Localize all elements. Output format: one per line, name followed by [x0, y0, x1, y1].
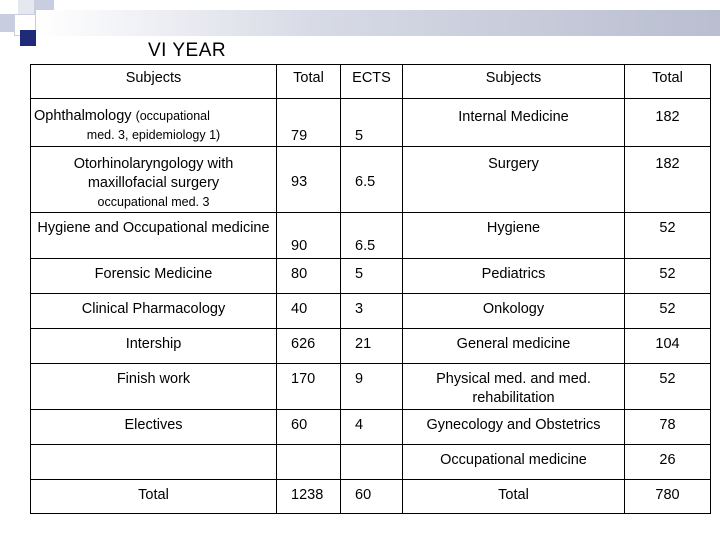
header-subjects-right: Subjects — [402, 64, 625, 99]
subject-cell — [30, 444, 277, 480]
ects-cell: 21 — [340, 328, 403, 364]
total-cell: 60 — [276, 409, 341, 445]
right-subject-cell: Pediatrics — [402, 258, 625, 294]
total-cell: 40 — [276, 293, 341, 329]
right-subject-cell: Occupational medicine — [402, 444, 625, 480]
subject-cell: Electives — [30, 409, 277, 445]
right-total-cell: 52 — [624, 363, 711, 410]
page-title: VI YEAR — [148, 40, 227, 61]
total-cell: 626 — [276, 328, 341, 364]
ects-cell: 5 — [340, 98, 403, 147]
header-total-left: Total — [276, 64, 341, 99]
ects-cell: 9 — [340, 363, 403, 410]
table-row: Intership 626 21 General medicine 104 — [30, 328, 711, 364]
right-total-cell: 78 — [624, 409, 711, 445]
right-total-cell: 26 — [624, 444, 711, 480]
subject-cell: Intership — [30, 328, 277, 364]
right-subject-cell: Surgery — [402, 146, 625, 213]
header-row: Subjects Total ECTS Subjects Total — [30, 64, 711, 99]
header-total-right: Total — [624, 64, 711, 99]
table-row: Clinical Pharmacology 40 3 Onkology 52 — [30, 293, 711, 329]
ects-cell: 6.5 — [340, 212, 403, 259]
subject-cell: Clinical Pharmacology — [30, 293, 277, 329]
right-subject-cell: Onkology — [402, 293, 625, 329]
table-row: Ophthalmology (occupational med. 3, epid… — [30, 98, 711, 147]
subject-cell: Forensic Medicine — [30, 258, 277, 294]
table-row: Otorhinolaryngology with maxillofacial s… — [30, 146, 711, 213]
right-subject-cell: Internal Medicine — [402, 98, 625, 147]
ects-cell: 60 — [340, 479, 403, 514]
subject-cell: Otorhinolaryngology with maxillofacial s… — [30, 146, 277, 213]
subject-name: Otorhinolaryngology with maxillofacial s… — [73, 156, 234, 191]
ects-cell: 4 — [340, 409, 403, 445]
right-total-cell: 52 — [624, 212, 711, 259]
total-row: Total 1238 60 Total 780 — [30, 479, 711, 514]
table-row: Occupational medicine 26 — [30, 444, 711, 480]
right-total-cell: 780 — [624, 479, 711, 514]
ects-cell: 3 — [340, 293, 403, 329]
total-cell — [276, 444, 341, 480]
right-total-cell: 182 — [624, 146, 711, 213]
right-total-cell: 52 — [624, 293, 711, 329]
right-total-cell: 52 — [624, 258, 711, 294]
table-row: Electives 60 4 Gynecology and Obstetrics… — [30, 409, 711, 445]
right-total-cell: 104 — [624, 328, 711, 364]
subject-note: (occupational — [135, 109, 210, 123]
right-subject-cell: Hygiene — [402, 212, 625, 259]
subject-cell: Total — [30, 479, 277, 514]
curriculum-table: Subjects Total ECTS Subjects Total Ophth… — [30, 64, 711, 514]
header-subjects-left: Subjects — [30, 64, 277, 99]
table-row: Forensic Medicine 80 5 Pediatrics 52 — [30, 258, 711, 294]
total-cell: 93 — [276, 146, 341, 213]
subject-note: occupational med. 3 — [97, 195, 210, 209]
subject-name: Ophthalmology — [34, 108, 132, 124]
total-cell: 80 — [276, 258, 341, 294]
ects-cell: 6.5 — [340, 146, 403, 213]
right-subject-cell: Physical med. and med. rehabilitation — [402, 363, 625, 410]
subject-cell: Ophthalmology (occupational med. 3, epid… — [30, 98, 277, 147]
subject-cell: Finish work — [30, 363, 277, 410]
total-cell: 90 — [276, 212, 341, 259]
total-cell: 1238 — [276, 479, 341, 514]
ects-cell: 5 — [340, 258, 403, 294]
header-banner — [36, 10, 720, 36]
header-ects: ECTS — [340, 64, 403, 99]
subject-cell: Hygiene and Occupational medicine — [30, 212, 277, 259]
right-subject-cell: Gynecology and Obstetrics — [402, 409, 625, 445]
right-subject-cell: Total — [402, 479, 625, 514]
table-row: Hygiene and Occupational medicine 90 6.5… — [30, 212, 711, 259]
total-cell: 79 — [276, 98, 341, 147]
right-subject-cell: General medicine — [402, 328, 625, 364]
subject-note-line2: med. 3, epidemiology 1) — [86, 128, 221, 142]
total-cell: 170 — [276, 363, 341, 410]
right-total-cell: 182 — [624, 98, 711, 147]
table-row: Finish work 170 9 Physical med. and med.… — [30, 363, 711, 410]
ects-cell — [340, 444, 403, 480]
